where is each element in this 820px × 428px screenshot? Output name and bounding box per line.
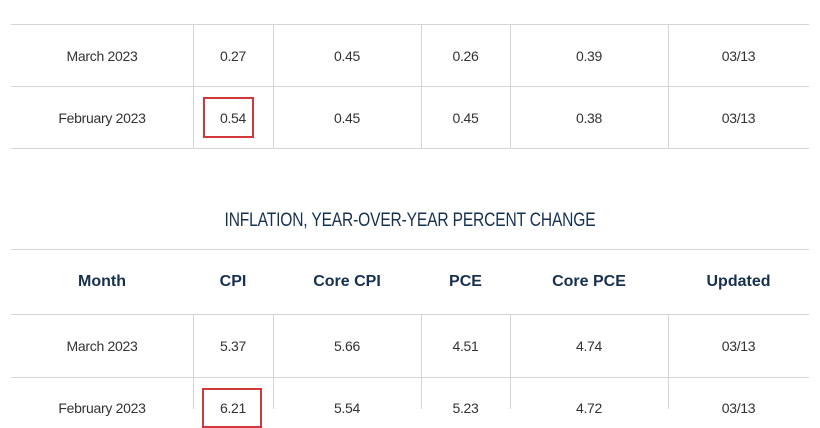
table-cell: 5.66	[333, 338, 361, 354]
table-cell: February 2023	[58, 110, 146, 126]
table-cell: 5.37	[219, 338, 247, 354]
column-border	[193, 24, 194, 148]
table-cell: 0.54	[219, 110, 247, 126]
table-cell: 4.51	[452, 338, 479, 354]
table-cell: 03/13	[721, 110, 756, 126]
table-cell: 5.54	[333, 400, 361, 416]
table-cell: 0.27	[219, 48, 247, 64]
column-header: PCE	[449, 273, 482, 290]
table-cell: 5.23	[452, 400, 479, 416]
column-border	[193, 314, 194, 409]
column-border	[668, 24, 669, 148]
highlight-box	[203, 97, 254, 138]
row-border	[11, 314, 809, 315]
column-border	[273, 24, 274, 148]
column-header: Core PCE	[552, 273, 626, 290]
column-border	[273, 314, 274, 409]
table-cell: 03/13	[721, 400, 756, 416]
table-cell: 0.26	[452, 48, 479, 64]
column-header: CPI	[219, 273, 247, 290]
row-border	[11, 24, 809, 25]
row-border	[11, 148, 809, 149]
table-cell: February 2023	[58, 400, 146, 416]
column-border	[510, 24, 511, 148]
table-cell: 0.45	[333, 110, 361, 126]
table-cell: 4.74	[575, 338, 603, 354]
table-cell: 0.45	[333, 48, 361, 64]
column-border	[510, 314, 511, 409]
table-cell: 03/13	[721, 48, 756, 64]
row-border	[11, 249, 809, 250]
highlight-box	[202, 388, 262, 428]
table-cell: March 2023	[66, 338, 138, 354]
row-border	[11, 86, 809, 87]
table-title: INFLATION, YEAR-OVER-YEAR PERCENT CHANGE	[224, 210, 596, 231]
table-cell: 0.45	[452, 110, 479, 126]
column-header: Core CPI	[313, 273, 381, 290]
table-cell: 0.39	[575, 48, 603, 64]
table-cell: March 2023	[66, 48, 138, 64]
column-header: Updated	[706, 273, 771, 290]
row-border	[11, 377, 809, 378]
column-border	[668, 314, 669, 409]
table-cell: 03/13	[721, 338, 756, 354]
table-cell: 0.38	[575, 110, 603, 126]
column-border	[421, 24, 422, 148]
column-header: Month	[78, 273, 126, 290]
table-cell: 4.72	[575, 400, 603, 416]
page: INFLATION, YEAR-OVER-YEAR PERCENT CHANGE…	[11, 24, 809, 428]
column-border	[421, 314, 422, 409]
